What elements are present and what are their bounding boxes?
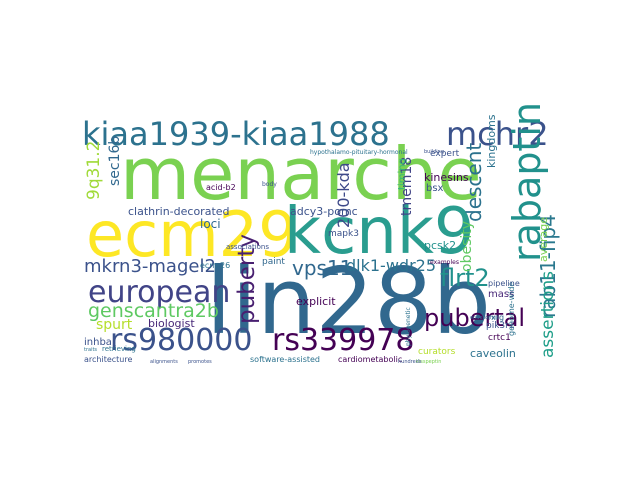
word-architecture: architecture (84, 355, 133, 364)
word-vps11: vps11 (292, 256, 353, 280)
word-flrt2: flrt2 (440, 264, 490, 292)
word-expert: expert (430, 149, 460, 159)
word-rs980000: rs980000 (110, 323, 253, 358)
word-inhba: inhba (84, 337, 112, 348)
word-genscantra2b: genscantra2b (88, 300, 219, 322)
word-explicit: explicit (296, 295, 336, 308)
word-obesity: obesity (459, 220, 475, 272)
word-clathrin: clathrin-decorated (128, 205, 230, 218)
word-pubertal: pubertal (424, 304, 526, 332)
word-mkrn3: mkrn3-magel2 (84, 256, 216, 277)
word-paint: paint (262, 257, 285, 267)
word-spurt: spurt (96, 317, 133, 333)
word-phylogenetic: phylogenetic (405, 307, 412, 346)
word-traits: traits (84, 347, 98, 353)
word-kiaa1939: kiaa1939-kiaa1988 (82, 115, 390, 153)
word-200kda: 200-kda (334, 162, 353, 228)
word-cardiometabolic: cardiometabolic (338, 355, 403, 364)
word-body: body (262, 181, 277, 188)
word-rxrg: rxrg (488, 313, 505, 322)
word-endosomes: endosomes (470, 315, 499, 321)
word-hypothalamo: hypothalamo-pituitary-hormonal (310, 149, 408, 156)
word-kcnk9: kcnk9 (284, 195, 475, 269)
word-building: building (424, 149, 445, 155)
word-loci: loci (200, 217, 221, 231)
word-kisspeptin: kisspeptin (416, 359, 442, 365)
word-bsx: bsx (426, 183, 444, 194)
word-acid-b2: acid-b2 (206, 183, 236, 192)
word-mass: mass (488, 289, 515, 300)
word-caveolin: caveolin (470, 347, 516, 360)
word-pik3r1: pik3r1 (486, 321, 515, 331)
word-promotes: promotes (188, 359, 212, 365)
word-ecm26: ecm-26 (200, 261, 231, 270)
word-pipeline: pipeline (488, 279, 520, 288)
word-alignments: alignments (150, 359, 178, 365)
word-dlk1: dlk1-wdr25 (346, 256, 436, 275)
word-average: average (537, 216, 550, 262)
word-associations: associations (226, 243, 270, 251)
word-assertions: assertions (538, 270, 558, 358)
word-biologist: biologist (148, 317, 195, 330)
word-crtc1: crtc1 (488, 333, 511, 343)
word-lin28b: lin28b (206, 248, 491, 355)
word-genome-wide: genome-wide (507, 281, 516, 336)
word-retrieving: retrieving (102, 345, 136, 353)
word-kinesins: kinesins (424, 171, 469, 184)
word-curators: curators (418, 347, 456, 357)
word-european: european (88, 275, 231, 310)
word-menarche: menarche (120, 132, 482, 216)
word-software-assisted: software-assisted (250, 355, 321, 364)
word-sec16b: sec16b (107, 135, 123, 186)
word-kingdoms: kingdoms (485, 114, 498, 168)
word-mchr2: mchr2 (446, 115, 549, 153)
word-timing: timing (397, 158, 408, 190)
word-ecm29: ecm29 (86, 198, 298, 271)
word-rs339978: rs339978 (272, 323, 415, 358)
word-examples: examples (430, 259, 459, 266)
word-adcy3: adcy3-pomc (290, 205, 358, 218)
word-pcsk2: pcsk2 (424, 239, 457, 252)
word-mapk3: mapk3 (328, 229, 359, 239)
word-9q31: 9q31.2 (84, 140, 104, 200)
word-hundreds: hundreds (398, 359, 422, 365)
